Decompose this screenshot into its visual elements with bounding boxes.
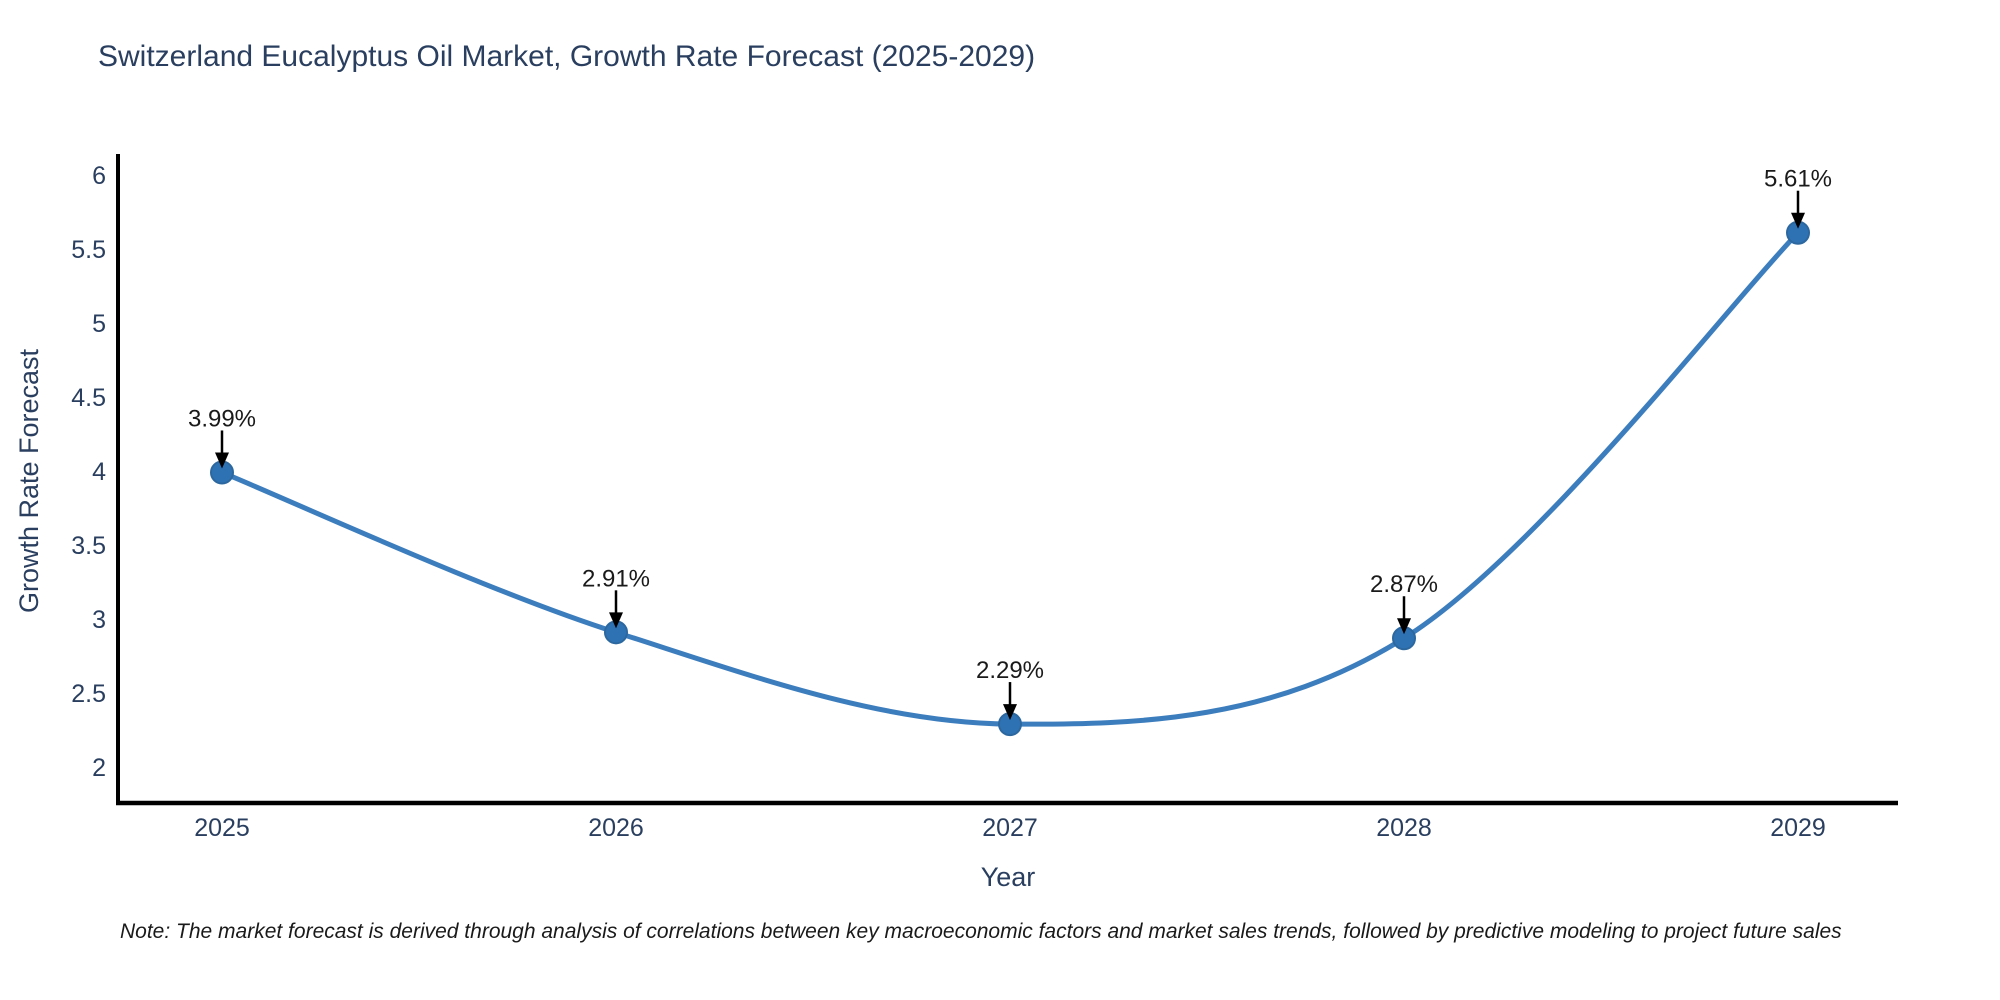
x-tick-label: 2028 — [1376, 814, 1432, 842]
y-tick-label: 2 — [92, 754, 106, 782]
y-axis-title: Growth Rate Forecast — [14, 348, 44, 613]
y-tick-label: 4 — [92, 458, 106, 486]
y-tick-label: 5.5 — [71, 236, 106, 264]
annotation-label: 3.99% — [188, 405, 256, 432]
x-tick-label: 2026 — [588, 814, 644, 842]
annotation-arrowhead — [1003, 704, 1017, 721]
y-tick-label: 3 — [92, 606, 106, 634]
data-series — [210, 220, 1810, 737]
y-tick-label: 5 — [92, 310, 106, 338]
x-tick-label: 2029 — [1770, 814, 1826, 842]
y-axis-ticks: 2 2.5 3 3.5 4 4.5 5 5.5 6 — [71, 162, 106, 782]
annotation-label: 2.91% — [582, 565, 650, 592]
annotation-arrowhead — [1397, 618, 1411, 635]
y-tick-label: 2.5 — [71, 680, 106, 708]
annotation-label: 2.87% — [1370, 571, 1438, 598]
x-axis-ticks: 2025 2026 2027 2028 2029 — [194, 814, 1826, 842]
annotation-arrowhead — [1791, 212, 1805, 229]
annotation-arrowhead — [215, 452, 229, 469]
annotation-label: 2.29% — [976, 657, 1044, 684]
x-tick-label: 2027 — [982, 814, 1038, 842]
footnote: Note: The market forecast is derived thr… — [120, 920, 1842, 943]
x-tick-label: 2025 — [194, 814, 250, 842]
annotation-arrowhead — [609, 612, 623, 629]
forecast-line — [219, 230, 1801, 727]
y-tick-label: 6 — [92, 162, 106, 190]
y-tick-label: 3.5 — [71, 532, 106, 560]
y-tick-label: 4.5 — [71, 384, 106, 412]
x-axis-title: Year — [981, 862, 1036, 892]
chart-title: Switzerland Eucalyptus Oil Market, Growt… — [98, 40, 1036, 73]
point-annotations: 3.99% 2.91% 2.29% 2.87% 5.61% — [188, 166, 1832, 721]
annotation-label: 5.61% — [1764, 166, 1832, 193]
